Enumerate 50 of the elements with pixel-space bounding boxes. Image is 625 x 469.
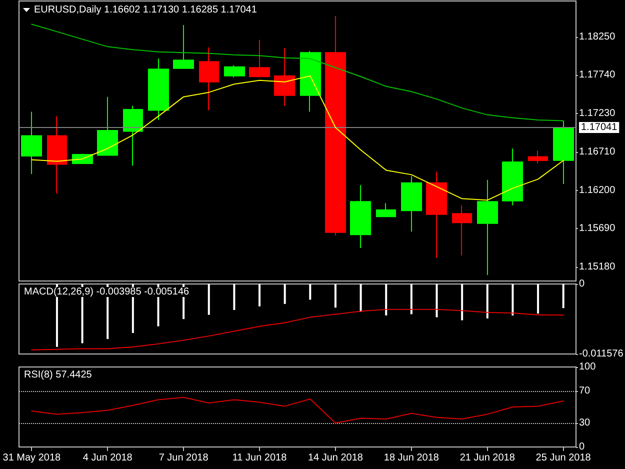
y-tick-label: 1.18250 (579, 31, 616, 42)
candlestick (123, 105, 143, 166)
line-series (31, 308, 564, 350)
x-tick-label: 4 Jun 2018 (82, 452, 133, 464)
candlestick (452, 204, 472, 256)
y-tick-label: 0 (579, 442, 585, 452)
chart-title: MACD(12,26,9) -0.003985 -0.005146 (24, 286, 190, 298)
y-tick-label: 1.15180 (579, 261, 616, 272)
x-tick-label: 11 Jun 2018 (232, 452, 288, 464)
chart-title: EURUSD,Daily 1.16602 1.17130 1.16285 1.17041 (34, 4, 258, 16)
candlestick (553, 120, 574, 185)
y-tick-label: 1.16710 (579, 146, 616, 158)
y-tick-label: 1.15690 (579, 223, 616, 234)
candlestick (376, 202, 396, 218)
y-tick-label: 1.16200 (579, 184, 616, 196)
y-tick-label: -0.011576 (579, 348, 624, 360)
x-tick-label: 21 Jun 2018 (460, 452, 516, 464)
candlestick (426, 171, 447, 258)
candlestick (528, 150, 548, 164)
y-tick-label: 70 (579, 386, 591, 396)
candlestick (274, 48, 295, 106)
line-series (31, 75, 564, 201)
ref-line-label: 1.17041 (581, 122, 618, 133)
candlestick (300, 50, 321, 112)
y-tick-label: 30 (579, 418, 591, 428)
y-tick-label: 1.17740 (579, 70, 616, 81)
candlestick (224, 64, 245, 78)
candlestick (249, 39, 270, 78)
candlestick (350, 184, 371, 249)
y-tick-label: 1.17230 (579, 108, 616, 119)
x-tick-label: 18 Jun 2018 (384, 452, 440, 464)
y-tick-label: 0 (579, 278, 585, 290)
candlestick (21, 111, 42, 174)
candlestick (97, 96, 118, 156)
x-tick-label: 14 Jun 2018 (308, 452, 364, 464)
candlestick (502, 148, 523, 206)
candlestick (173, 24, 194, 69)
line-series (31, 396, 564, 424)
x-tick-label: 7 Jun 2018 (158, 452, 209, 464)
x-tick-label: 31 May 2018 (2, 452, 61, 464)
x-tick-label: 25 Jun 2018 (536, 452, 592, 464)
line-series (31, 24, 564, 122)
candlestick (325, 15, 346, 236)
y-tick-label: 100 (579, 362, 596, 372)
candlestick (401, 176, 422, 232)
candlestick (199, 46, 219, 111)
candlestick (148, 58, 169, 121)
chart-title: RSI(8) 57.4425 (24, 370, 92, 380)
candlestick (477, 179, 498, 276)
candlestick (47, 116, 67, 194)
